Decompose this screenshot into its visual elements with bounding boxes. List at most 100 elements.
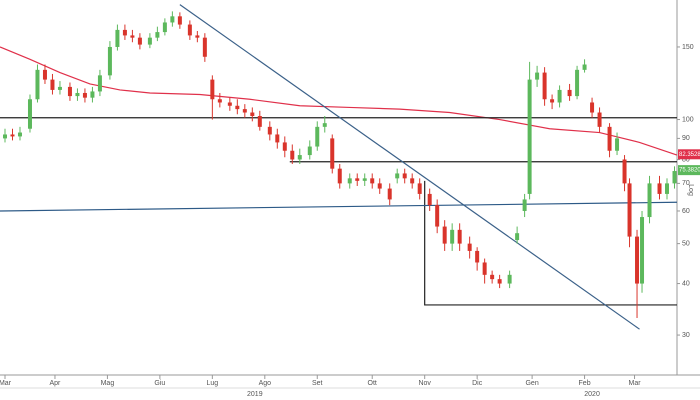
candle-body xyxy=(427,193,432,206)
x-tick-label: Feb xyxy=(579,380,591,387)
candle-body xyxy=(457,229,462,244)
candle-body xyxy=(550,99,555,103)
candle-body xyxy=(387,188,392,200)
scale-label: Log xyxy=(687,184,694,196)
candle-body xyxy=(542,72,547,100)
candle-body xyxy=(155,32,160,38)
candle-body xyxy=(282,142,287,151)
candle-body xyxy=(395,173,400,179)
candle-body xyxy=(315,126,320,147)
candle-body xyxy=(567,89,572,97)
y-tick-label: 150 xyxy=(682,44,694,51)
candle-body xyxy=(170,16,175,23)
candle-body xyxy=(535,72,540,80)
candle-body xyxy=(527,79,532,194)
candle-body xyxy=(627,183,632,237)
candle-body xyxy=(647,183,652,218)
candle-body xyxy=(475,250,480,263)
candle-body xyxy=(640,217,645,284)
y-tick-label: 50 xyxy=(682,240,690,247)
candle-body xyxy=(467,243,472,251)
candle-body xyxy=(50,79,55,90)
candle-body xyxy=(107,46,112,76)
candle-body xyxy=(57,86,62,90)
candle-body xyxy=(147,37,152,45)
x-tick-label: Apr xyxy=(50,380,62,387)
x-tick-label: Ago xyxy=(259,380,272,387)
y-tick-label: 40 xyxy=(682,280,690,287)
price-tag xyxy=(678,149,700,160)
candle-body xyxy=(82,92,87,98)
candle-body xyxy=(507,274,512,284)
candle-body xyxy=(35,69,40,100)
candle-body xyxy=(217,99,222,103)
trend-line xyxy=(0,46,678,156)
candle-body xyxy=(275,134,280,143)
candle-body xyxy=(210,79,215,100)
y-tick-label: 30 xyxy=(682,332,690,339)
candle-body xyxy=(657,183,662,194)
candle-body xyxy=(267,126,272,135)
candle-body xyxy=(410,178,415,184)
candle-body xyxy=(482,262,487,275)
candle-body xyxy=(250,112,255,116)
candle-body xyxy=(347,178,352,184)
y-tick-label: 100 xyxy=(682,116,694,123)
x-tick-label: Mag xyxy=(101,380,115,387)
candle-body xyxy=(10,134,15,137)
candle-body xyxy=(195,35,200,38)
candle-body xyxy=(607,126,612,151)
candle-body xyxy=(672,171,677,184)
y-tick-label: 60 xyxy=(682,208,690,215)
x-tick-label: Mar xyxy=(629,380,642,387)
y-tick-label: 90 xyxy=(682,135,690,142)
candle-body xyxy=(27,99,32,129)
candle-body xyxy=(137,37,142,45)
x-tick-label: Gen xyxy=(525,380,538,387)
candle-body xyxy=(635,236,640,284)
candle-body xyxy=(417,183,422,194)
candle-body xyxy=(362,178,367,181)
candle-body xyxy=(522,199,527,211)
candle-body xyxy=(115,29,120,47)
candle-body xyxy=(67,86,72,97)
candle-body xyxy=(42,69,47,80)
candle-body xyxy=(90,91,95,98)
candle-body xyxy=(307,146,312,156)
y-tick-label: 70 xyxy=(682,180,690,187)
candle-body xyxy=(490,274,495,280)
candle-body xyxy=(402,173,407,179)
price-tag-label: 82.3528 xyxy=(679,152,700,158)
candle-body xyxy=(450,229,455,244)
candle-body xyxy=(622,159,627,184)
trend-line xyxy=(424,180,677,306)
candle-body xyxy=(202,37,207,57)
y-tick-label: 80 xyxy=(682,156,690,163)
candle-body xyxy=(162,22,167,33)
candle-body xyxy=(497,279,502,284)
candle-body xyxy=(290,150,295,160)
x-tick-label: Giu xyxy=(154,380,165,387)
price-tag xyxy=(678,165,700,176)
candle-body xyxy=(187,24,192,36)
candle-body xyxy=(435,205,440,227)
candle-body xyxy=(297,155,302,160)
candle-body xyxy=(377,183,382,189)
x-tick-label: Nov xyxy=(418,380,431,387)
candle-body xyxy=(590,102,595,113)
year-label: 2020 xyxy=(584,391,600,398)
trend-line xyxy=(0,201,678,212)
candle-body xyxy=(97,75,102,92)
candle-body xyxy=(257,115,262,127)
x-tick-label: Mar xyxy=(0,380,12,387)
candle-body xyxy=(2,134,7,139)
trend-line xyxy=(179,4,640,330)
candle-body xyxy=(330,138,335,169)
candle-body xyxy=(235,105,240,110)
candle-body xyxy=(557,89,562,103)
candle-body xyxy=(17,132,22,137)
candle-body xyxy=(515,233,520,241)
candle-body xyxy=(75,92,80,97)
candle-body xyxy=(337,168,342,184)
